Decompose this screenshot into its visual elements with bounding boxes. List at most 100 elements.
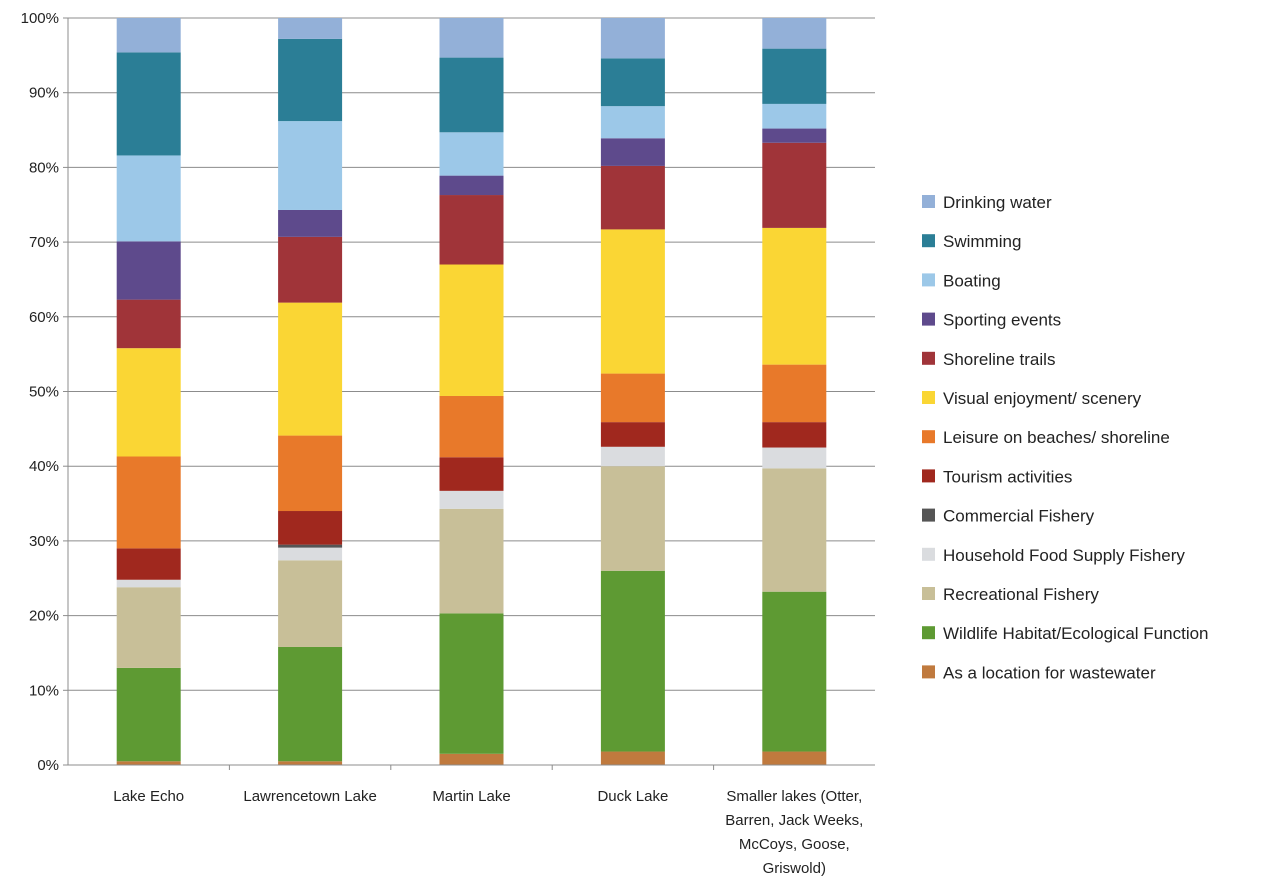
bar-segment (278, 511, 343, 545)
legend-label: Tourism activities (943, 467, 1072, 486)
bar-segment (439, 175, 504, 196)
bar-segment (762, 364, 827, 423)
legend-swatch (922, 547, 935, 561)
bar-segment (600, 422, 665, 447)
bar-segment (762, 18, 827, 49)
bar-segment (600, 373, 665, 423)
legend-label: Leisure on beaches/ shoreline (943, 428, 1170, 447)
bar-segment (762, 48, 827, 104)
bar-segment (600, 18, 665, 59)
bar-segment (439, 753, 504, 765)
legend-label: Swimming (943, 232, 1021, 251)
y-tick-label: 30% (29, 533, 59, 550)
y-tick-label: 40% (29, 458, 59, 475)
x-tick-label: Barren, Jack Weeks, (725, 812, 863, 829)
bar-segment (439, 395, 504, 458)
x-tick-label: Lawrencetown Lake (243, 788, 376, 805)
bar-segment (278, 302, 343, 436)
y-tick-label: 90% (29, 85, 59, 102)
y-tick-label: 70% (29, 234, 59, 251)
bar-segment (762, 142, 827, 228)
bar-segment (439, 508, 504, 614)
bar-segment (762, 447, 827, 469)
legend-swatch (922, 665, 935, 679)
bar-segment (116, 548, 181, 580)
legend-label: Wildlife Habitat/Ecological Function (943, 624, 1209, 643)
legend-swatch (922, 391, 935, 404)
legend-swatch (922, 508, 935, 522)
bar-segment (762, 103, 827, 129)
y-tick-label: 50% (29, 384, 59, 401)
bar-segment (762, 591, 827, 752)
bar-segment (439, 490, 504, 509)
bar-segment (439, 264, 504, 396)
x-tick-label: Griswold) (763, 860, 826, 877)
bar-segment (439, 195, 504, 265)
bar-segment (278, 38, 343, 122)
legend-swatch (922, 469, 935, 483)
bar-segment (116, 667, 181, 762)
bar-segment (600, 58, 665, 107)
bar-segment (278, 236, 343, 303)
x-tick-label: McCoys, Goose, (739, 836, 850, 853)
bar-segment (762, 751, 827, 765)
bar-segment (439, 18, 504, 58)
bar-segment (278, 761, 343, 765)
bar-segment (600, 466, 665, 571)
bar-segment (278, 544, 343, 548)
legend-label: Commercial Fishery (943, 507, 1095, 526)
bar-segment (116, 579, 181, 588)
x-tick-label: Smaller lakes (Otter, (726, 788, 862, 805)
bar-segment (439, 457, 504, 491)
bar-segment (762, 227, 827, 365)
legend-label: As a location for wastewater (943, 663, 1156, 682)
bar-segment (600, 229, 665, 374)
bar-segment (600, 446, 665, 467)
x-tick-label: Lake Echo (113, 788, 184, 805)
bar-segment (116, 587, 181, 668)
bar-segment (600, 570, 665, 752)
bars (116, 18, 827, 765)
bar-segment (762, 468, 827, 592)
legend-label: Visual enjoyment/ scenery (943, 389, 1142, 408)
bar-segment (439, 613, 504, 754)
bar-segment (116, 299, 181, 349)
bar-segment (116, 52, 181, 156)
bar-segment (116, 348, 181, 457)
y-tick-label: 60% (29, 309, 59, 326)
bar-segment (116, 241, 181, 300)
bar-segment (278, 18, 343, 39)
bar-segment (116, 155, 181, 242)
legend-swatch (922, 587, 935, 600)
x-tick-label: Martin Lake (432, 788, 510, 805)
legend-swatch (922, 626, 935, 640)
legend-label: Drinking water (943, 193, 1052, 212)
x-tick-label: Duck Lake (597, 788, 668, 805)
legend-label: Recreational Fishery (943, 585, 1099, 604)
bar-segment (278, 209, 343, 237)
bar-segment (439, 57, 504, 133)
legend-label: Boating (943, 271, 1001, 290)
bar-segment (600, 751, 665, 765)
bar-segment (762, 422, 827, 448)
y-tick-label: 10% (29, 682, 59, 699)
legend-swatch (922, 273, 935, 287)
bar-segment (278, 547, 343, 561)
bar-segment (600, 165, 665, 230)
bar-segment (762, 128, 827, 143)
bar-segment (278, 435, 343, 512)
axes: 0% 10% 20% 30% 40% 50% 60% 70% 80% 90% 100% Lake Ec… (21, 10, 875, 877)
bar-segment (278, 646, 343, 762)
legend-swatch (922, 430, 935, 444)
y-tick-label: 100% (21, 10, 59, 27)
bar-segment (116, 18, 181, 53)
legend-label: Shoreline trails (943, 350, 1055, 369)
y-tick-label: 80% (29, 159, 59, 176)
legend: Drinking water Swimming Boating Sporting ev… (922, 193, 1209, 682)
y-tick-label: 20% (29, 608, 59, 625)
legend-swatch (922, 351, 935, 365)
legend-label: Sporting events (943, 311, 1061, 330)
bar-segment (439, 132, 504, 176)
